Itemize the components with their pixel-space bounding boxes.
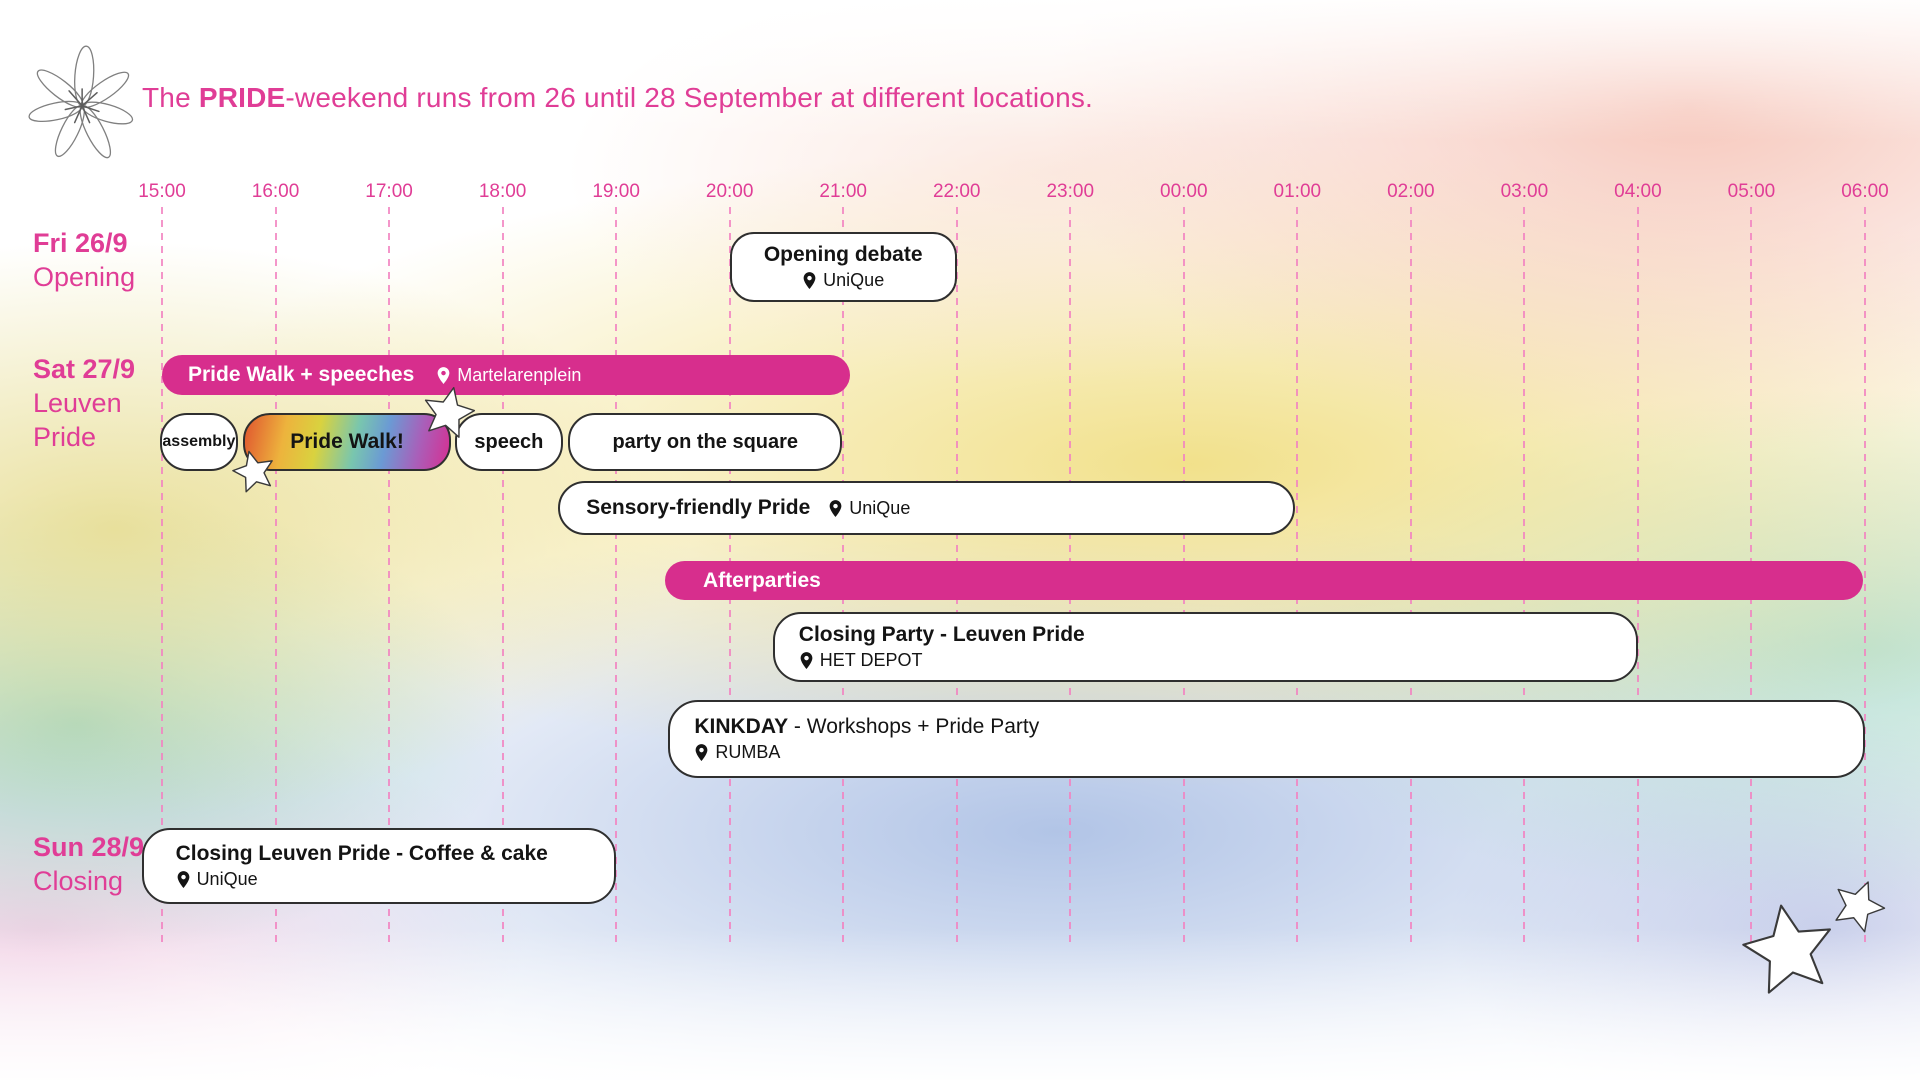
- axis-tick-22:00: 22:00: [932, 181, 981, 202]
- axis-tick-03:00: 03:00: [1500, 181, 1549, 202]
- axis-tick-23:00: 23:00: [1046, 181, 1095, 202]
- row-subtitle: Closing: [33, 866, 124, 896]
- axis-tick-00:00: 00:00: [1160, 181, 1208, 202]
- axis-tick-21:00: 21:00: [819, 181, 867, 202]
- axis-tick-19:00: 19:00: [592, 181, 640, 202]
- event-title: assembly: [162, 433, 236, 450]
- gridline-17:00: [388, 207, 391, 945]
- star-icon: [232, 450, 273, 493]
- axis-tick-05:00: 05:00: [1727, 181, 1776, 202]
- axis-tick-01:00: 01:00: [1273, 181, 1322, 202]
- row-subtitle: Leuven: [33, 388, 122, 418]
- axis-tick-02:00: 02:00: [1387, 181, 1435, 202]
- event-location: Martelarenplein: [436, 365, 581, 386]
- axis-tick-18:00: 18:00: [478, 181, 527, 202]
- axis-tick-16:00: 16:00: [251, 181, 300, 202]
- star-icon: [424, 386, 475, 438]
- location-pin-icon: [177, 871, 189, 888]
- gridline-06:00: [1863, 207, 1866, 945]
- event-location: UniQue: [176, 869, 258, 890]
- event-closing-party: Closing Party - Leuven Pride HET DEPOT: [772, 612, 1638, 682]
- event-kinkday: KINKDAY - Workshops + Pride Party RUMBA: [668, 700, 1865, 778]
- location-pin-icon: [803, 272, 816, 289]
- event-sensory-friendly-pride: Sensory-friendly Pride UniQue: [558, 481, 1296, 535]
- flower-icon: [28, 45, 134, 159]
- event-title: Closing Leuven Pride - Coffee & cake: [175, 842, 548, 865]
- gridline-19:00: [615, 207, 618, 945]
- event-party-on-the-square: party on the square: [568, 413, 843, 471]
- gridline-15:00: [161, 207, 163, 945]
- event-speech: speech: [454, 413, 563, 471]
- location-pin-icon: [695, 744, 708, 761]
- event-title: Pride Walk!: [290, 430, 404, 453]
- event-location: UniQue: [802, 270, 884, 291]
- event-title: Pride Walk + speeches: [188, 363, 415, 386]
- page-title: The PRIDE-weekend runs from 26 until 28 …: [142, 82, 1094, 113]
- gridline-16:00: [274, 207, 277, 945]
- event-title: party on the square: [612, 430, 799, 453]
- axis-tick-17:00: 17:00: [365, 181, 413, 202]
- axis-tick-04:00: 04:00: [1614, 181, 1662, 202]
- row-label-sat: Sat 27/9 Leuven Pride: [33, 352, 135, 454]
- event-pride-walk-speeches: Pride Walk + speeches Martelarenplein: [162, 355, 850, 395]
- event-title: Afterparties: [702, 568, 821, 592]
- axis-tick-20:00: 20:00: [705, 181, 754, 202]
- row-label-fri: Fri 26/9 Opening: [33, 226, 135, 294]
- row-subtitle: Pride: [33, 422, 97, 452]
- event-title: Sensory-friendly Pride: [586, 496, 811, 519]
- event-pride-walk: Pride Walk!: [242, 413, 452, 471]
- row-title: Fri 26/9: [33, 228, 128, 258]
- row-title: Sat 27/9: [33, 354, 136, 384]
- event-title: KINKDAY - Workshops + Pride Party: [694, 715, 1040, 738]
- location-pin-icon: [800, 652, 813, 669]
- event-title: Closing Party - Leuven Pride: [798, 623, 1085, 646]
- event-title: Opening debate: [763, 243, 923, 266]
- axis-tick-06:00: 06:00: [1841, 181, 1889, 202]
- event-assembly: assembly: [159, 413, 239, 471]
- star-icon: [1742, 904, 1831, 994]
- row-subtitle: Opening: [33, 262, 136, 292]
- location-pin-icon: [829, 499, 842, 517]
- event-title: speech: [474, 430, 544, 453]
- event-afterparties: Afterparties: [664, 561, 1863, 600]
- event-location: UniQue: [828, 498, 910, 519]
- event-closing-sunday: Closing Leuven Pride - Coffee & cake UniQ…: [141, 828, 617, 904]
- location-pin-icon: [437, 366, 450, 384]
- event-opening-debate: Opening debate UniQue: [729, 232, 957, 302]
- row-label-sun: Sun 28/9 Closing: [33, 830, 144, 898]
- star-icon: [1835, 880, 1885, 933]
- gridline-18:00: [501, 207, 504, 945]
- event-location: RUMBA: [694, 742, 780, 763]
- event-location: HET DEPOT: [799, 650, 922, 671]
- row-title: Sun 28/9: [33, 832, 145, 862]
- axis-tick-15:00: 15:00: [138, 181, 186, 202]
